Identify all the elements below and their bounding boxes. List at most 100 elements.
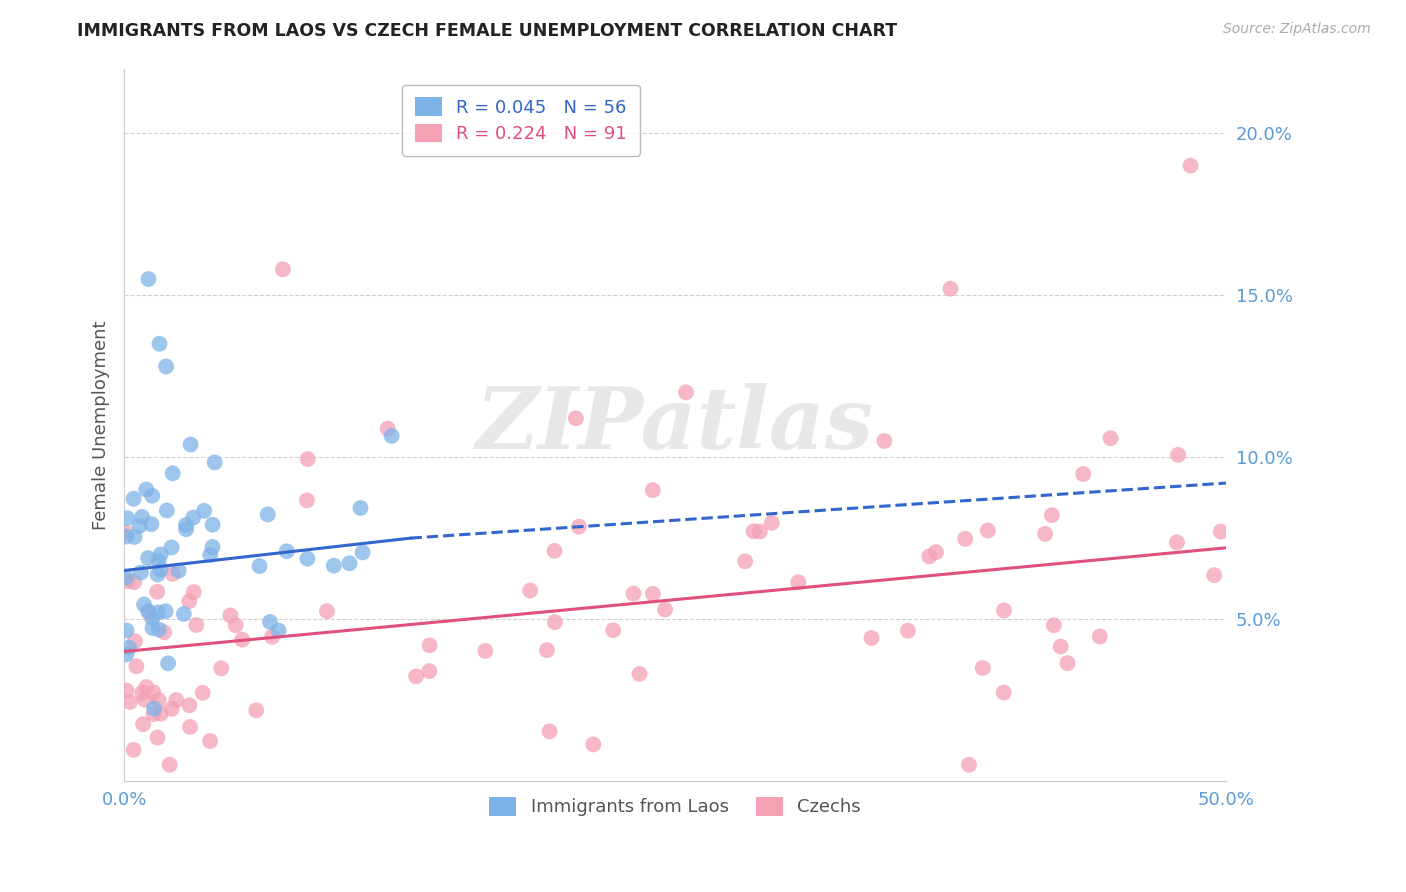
Point [297,551,319,566]
Point [1166,535,1188,549]
Point [138,606,160,620]
Point [316,604,339,618]
Point [742,524,765,539]
Point [146,731,169,745]
Point [405,669,427,683]
Point [993,603,1015,617]
Point [183,510,205,524]
Point [115,570,138,584]
Point [141,611,163,625]
Point [136,604,159,618]
Point [162,467,184,481]
Point [761,516,783,530]
Point [143,701,166,715]
Point [957,757,980,772]
Point [122,575,145,590]
Point [186,618,208,632]
Point [641,587,664,601]
Point [115,530,138,544]
Point [131,685,153,699]
Point [204,455,226,469]
Point [582,738,605,752]
Point [349,500,371,515]
Point [174,522,197,536]
Point [1180,159,1202,173]
Point [1043,618,1066,632]
Point [267,624,290,638]
Point [149,563,172,577]
Point [129,566,152,580]
Point [200,548,222,562]
Point [1167,448,1189,462]
Point [544,615,567,630]
Point [128,519,150,533]
Point [124,634,146,648]
Point [219,608,242,623]
Point [191,686,214,700]
Point [141,489,163,503]
Point [873,434,896,448]
Point [160,541,183,555]
Point [245,703,267,717]
Point [993,685,1015,699]
Point [162,566,184,581]
Point [259,615,281,629]
Point [167,564,190,578]
Point [179,720,201,734]
Point [543,544,565,558]
Point [201,517,224,532]
Point [418,664,440,678]
Point [148,554,170,568]
Point [157,657,180,671]
Point [135,680,157,694]
Point [623,586,645,600]
Legend: Immigrants from Laos, Czechs: Immigrants from Laos, Czechs [479,788,870,825]
Point [148,693,170,707]
Point [352,545,374,559]
Point [918,549,941,564]
Point [295,493,318,508]
Point [148,623,170,637]
Point [1040,508,1063,523]
Point [860,631,883,645]
Point [628,666,651,681]
Point [149,547,172,561]
Point [675,385,697,400]
Point [225,618,247,632]
Point [179,594,201,608]
Point [155,359,177,374]
Point [256,508,278,522]
Point [474,644,496,658]
Point [231,632,253,647]
Point [160,701,183,715]
Point [939,282,962,296]
Point [654,602,676,616]
Text: ZIPatlas: ZIPatlas [477,383,875,467]
Point [131,510,153,524]
Point [118,695,141,709]
Point [193,504,215,518]
Point [276,544,298,558]
Point [209,661,232,675]
Point [198,734,221,748]
Point [1204,568,1226,582]
Point [115,648,138,662]
Point [201,540,224,554]
Y-axis label: Female Unemployment: Female Unemployment [93,320,110,530]
Point [146,567,169,582]
Point [565,411,588,425]
Point [148,336,170,351]
Point [1209,524,1232,539]
Point [1056,656,1078,670]
Point [155,604,177,618]
Point [538,724,561,739]
Point [568,519,591,533]
Point [953,532,976,546]
Point [519,583,541,598]
Point [1049,640,1071,654]
Point [897,624,920,638]
Point [339,556,361,570]
Point [734,554,756,568]
Text: Source: ZipAtlas.com: Source: ZipAtlas.com [1223,22,1371,37]
Point [117,574,139,589]
